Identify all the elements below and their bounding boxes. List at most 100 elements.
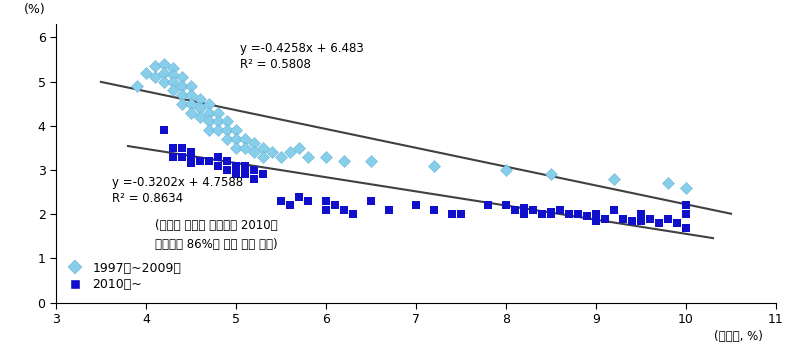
Point xyxy=(166,72,179,78)
Point xyxy=(185,110,198,115)
Point xyxy=(680,225,693,230)
Point xyxy=(572,212,585,217)
Point xyxy=(536,212,549,217)
Point xyxy=(598,216,611,222)
Point xyxy=(607,176,620,182)
Point xyxy=(257,172,270,177)
Point xyxy=(221,128,234,133)
Point xyxy=(176,83,189,89)
Point xyxy=(211,128,224,133)
Point xyxy=(338,159,350,164)
Point xyxy=(185,92,198,98)
Point xyxy=(634,212,647,217)
Point xyxy=(634,218,647,224)
Point xyxy=(382,207,395,213)
Point xyxy=(562,212,575,217)
Text: (%): (%) xyxy=(24,3,46,16)
Point xyxy=(346,212,359,217)
Text: y =-0.4258x + 6.483: y =-0.4258x + 6.483 xyxy=(241,42,364,55)
Point xyxy=(320,154,333,160)
Point xyxy=(293,194,306,199)
Point xyxy=(166,88,179,93)
Point xyxy=(248,167,261,173)
Point xyxy=(266,150,278,155)
Point xyxy=(149,74,162,80)
Point xyxy=(176,74,189,80)
Point xyxy=(149,63,162,69)
Point xyxy=(454,212,467,217)
Point xyxy=(230,145,242,151)
Point xyxy=(202,128,215,133)
Point xyxy=(211,119,224,124)
Point xyxy=(211,154,224,160)
Point xyxy=(427,163,440,168)
Point xyxy=(545,209,558,215)
Point xyxy=(166,154,179,160)
Point xyxy=(302,198,314,204)
Point xyxy=(499,203,513,208)
Point xyxy=(554,207,566,213)
Point xyxy=(320,198,333,204)
Point xyxy=(427,207,440,213)
Point xyxy=(607,207,620,213)
Point xyxy=(221,167,234,173)
Point xyxy=(680,203,693,208)
Point xyxy=(176,92,189,98)
Point xyxy=(643,216,656,222)
Point xyxy=(338,207,350,213)
Point xyxy=(238,163,251,168)
Point xyxy=(545,212,558,217)
Point xyxy=(257,145,270,151)
Point xyxy=(194,97,206,102)
Point xyxy=(238,136,251,142)
Point xyxy=(194,114,206,120)
Point xyxy=(158,61,170,67)
Point xyxy=(257,154,270,160)
Point xyxy=(248,141,261,146)
Point xyxy=(590,218,602,224)
Point xyxy=(248,150,261,155)
Point xyxy=(365,198,378,204)
Point xyxy=(274,154,287,160)
Point xyxy=(518,205,530,211)
Point xyxy=(482,203,494,208)
Point xyxy=(329,203,342,208)
Point xyxy=(202,159,215,164)
Point xyxy=(202,119,215,124)
Point xyxy=(211,110,224,115)
Point xyxy=(518,212,530,217)
Point xyxy=(626,218,638,224)
Point xyxy=(158,128,170,133)
Point xyxy=(617,216,630,222)
Point xyxy=(410,203,422,208)
Point xyxy=(130,83,143,89)
Point xyxy=(194,105,206,111)
Point xyxy=(202,101,215,106)
Point xyxy=(176,101,189,106)
Text: R² = 0.5808: R² = 0.5808 xyxy=(241,58,311,71)
Point xyxy=(446,212,458,217)
Text: (실업률, %): (실업률, %) xyxy=(714,330,762,343)
Point xyxy=(680,185,693,191)
Point xyxy=(230,172,242,177)
Point xyxy=(283,150,296,155)
Point xyxy=(158,70,170,75)
Point xyxy=(211,163,224,168)
Point xyxy=(248,176,261,182)
Point xyxy=(302,154,314,160)
Point xyxy=(293,145,306,151)
Point xyxy=(509,207,522,213)
Point xyxy=(221,119,234,124)
Point xyxy=(499,167,513,173)
Point xyxy=(274,198,287,204)
Legend: 1997년~2009년, 2010년~: 1997년~2009년, 2010년~ xyxy=(62,262,181,291)
Point xyxy=(365,159,378,164)
Point xyxy=(230,163,242,168)
Point xyxy=(653,221,666,226)
Point xyxy=(230,136,242,142)
Point xyxy=(581,214,594,219)
Text: R² = 0.8634: R² = 0.8634 xyxy=(112,192,183,205)
Point xyxy=(185,154,198,160)
Point xyxy=(526,207,539,213)
Point xyxy=(185,161,198,166)
